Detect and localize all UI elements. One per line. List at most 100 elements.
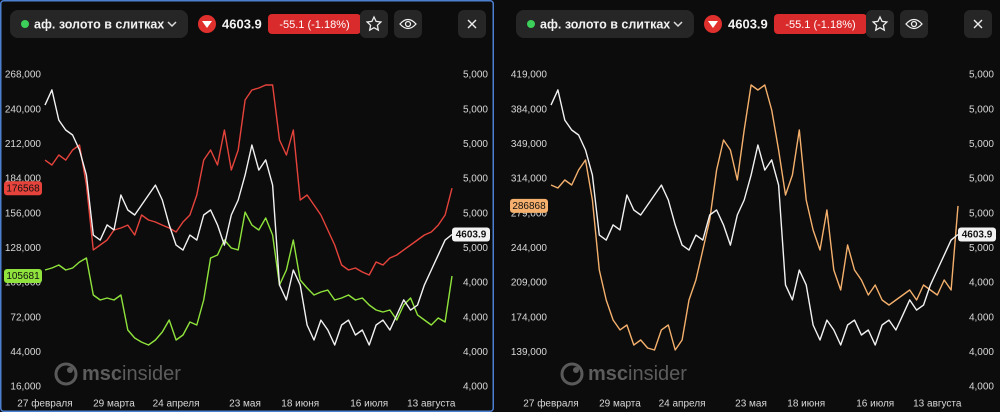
y-tick-label: 44,000 xyxy=(10,347,41,358)
y-tick-label: 209,000 xyxy=(511,278,548,289)
watermark-bold: msc xyxy=(82,363,122,385)
y2-tick-label: 5,000 xyxy=(463,70,488,81)
x-tick-label: 18 июня xyxy=(787,399,825,410)
y-tick-label: 314,000 xyxy=(511,174,548,185)
y2-tick-label: 4,000 xyxy=(969,347,994,358)
x-tick-label: 29 марта xyxy=(599,399,641,410)
y2-tick-label: 4,000 xyxy=(463,278,488,289)
logo-dot xyxy=(67,367,73,373)
watermark: mscinsider xyxy=(588,363,687,385)
watermark: mscinsider xyxy=(82,363,181,385)
y2-tick-label: 5,000 xyxy=(969,139,994,150)
change-badge xyxy=(774,14,867,34)
y2-tick-label: 5,000 xyxy=(463,243,488,254)
down-arrow-icon xyxy=(202,21,212,28)
chart-panel: аф. золото в слитках 4603.9 -55.1 (-1.18%)… xyxy=(0,0,494,412)
down-arrow-icon xyxy=(708,21,718,28)
logo-dot xyxy=(573,367,579,373)
y-tick-label: 128,000 xyxy=(5,243,42,254)
instrument-selector[interactable] xyxy=(10,10,188,38)
star-icon xyxy=(871,15,889,32)
x-tick-label: 13 августа xyxy=(407,399,456,410)
last-value-badge xyxy=(958,227,996,242)
x-tick-label: 27 февраля xyxy=(523,398,578,410)
series-line xyxy=(44,84,453,276)
y2-tick-label: 4,000 xyxy=(463,347,488,358)
y-tick-label: 184,000 xyxy=(5,174,42,185)
chart-panel: аф. золото в слитках 4603.9 -55.1 (-1.18%)… xyxy=(510,10,996,410)
series-line xyxy=(44,211,453,346)
watermark-light: insider xyxy=(628,363,687,385)
instrument-selector[interactable] xyxy=(516,10,694,38)
eye-icon xyxy=(905,18,923,30)
x-tick-label: 23 мая xyxy=(229,399,261,410)
close-icon xyxy=(467,19,477,29)
x-tick-label: 29 марта xyxy=(93,399,135,410)
change-badge xyxy=(268,14,361,34)
price-change: -55.1 (-1.18%) xyxy=(279,19,349,31)
x-tick-label: 24 апреля xyxy=(153,399,200,410)
last-value-badge xyxy=(510,198,548,213)
visibility-button[interactable] xyxy=(900,10,928,38)
x-tick-label: 24 апреля xyxy=(659,399,706,410)
y2-tick-label: 5,000 xyxy=(969,174,994,185)
y2-tick-label: 5,000 xyxy=(463,139,488,150)
y2-tick-label: 5,000 xyxy=(969,70,994,81)
y-tick-label: 72,000 xyxy=(10,312,41,323)
chevron-icon xyxy=(167,21,177,28)
x-tick-label: 13 августа xyxy=(913,399,962,410)
y-tick-label: 384,000 xyxy=(511,104,548,115)
logo-ring xyxy=(54,362,78,386)
y2-tick-label: 4,000 xyxy=(969,312,994,323)
x-tick-label: 16 июля xyxy=(350,399,388,410)
price: 4603.9 xyxy=(728,16,768,31)
logo-ring xyxy=(560,362,584,386)
series-line xyxy=(44,89,453,346)
y-tick-label: 279,000 xyxy=(511,208,548,219)
y-tick-label: 16,000 xyxy=(10,382,41,393)
last-value-badge xyxy=(452,227,490,242)
x-tick-label: 27 февраля xyxy=(17,398,72,410)
chevron-icon xyxy=(673,21,683,28)
x-tick-label: 23 мая xyxy=(735,399,767,410)
x-tick-label: 18 июня xyxy=(281,399,319,410)
y-tick-label: 268,000 xyxy=(5,70,42,81)
last-value-badge xyxy=(4,268,42,283)
y-tick-label: 212,000 xyxy=(5,139,42,150)
y2-tick-label: 4,000 xyxy=(463,312,488,323)
series-line xyxy=(550,89,959,346)
y2-tick-label: 4,000 xyxy=(969,278,994,289)
instrument-name: аф. золото в слитках xyxy=(540,17,670,31)
series-line xyxy=(550,84,959,351)
last-value-label: 105681 xyxy=(6,271,40,282)
y2-tick-label: 5,000 xyxy=(463,208,488,219)
y-tick-label: 174,000 xyxy=(511,312,548,323)
status-dot xyxy=(527,20,535,28)
y-tick-label: 419,000 xyxy=(511,70,548,81)
price: 4603.9 xyxy=(222,16,262,31)
watermark-bold: msc xyxy=(588,363,628,385)
last-value-label: 4603.9 xyxy=(962,230,993,241)
y-tick-label: 100,000 xyxy=(5,278,42,289)
y-tick-label: 240,000 xyxy=(5,104,42,115)
favorite-button[interactable] xyxy=(866,10,894,38)
y2-tick-label: 5,000 xyxy=(969,104,994,115)
last-value-label: 176568 xyxy=(6,183,40,194)
selection-border xyxy=(0,0,494,412)
eye-icon xyxy=(399,18,417,30)
y2-tick-label: 4,000 xyxy=(463,382,488,393)
y-tick-label: 349,000 xyxy=(511,139,548,150)
last-value-label: 4603.9 xyxy=(456,230,487,241)
y-tick-label: 244,000 xyxy=(511,243,548,254)
eye-pupil xyxy=(910,20,918,28)
y2-tick-label: 5,000 xyxy=(969,243,994,254)
y2-tick-label: 5,000 xyxy=(463,104,488,115)
y2-tick-label: 5,000 xyxy=(463,174,488,185)
star-icon xyxy=(365,15,383,32)
last-value-badge xyxy=(4,181,42,196)
close-icon xyxy=(973,19,983,29)
visibility-button[interactable] xyxy=(394,10,422,38)
x-tick-label: 16 июля xyxy=(856,399,894,410)
favorite-button[interactable] xyxy=(360,10,388,38)
